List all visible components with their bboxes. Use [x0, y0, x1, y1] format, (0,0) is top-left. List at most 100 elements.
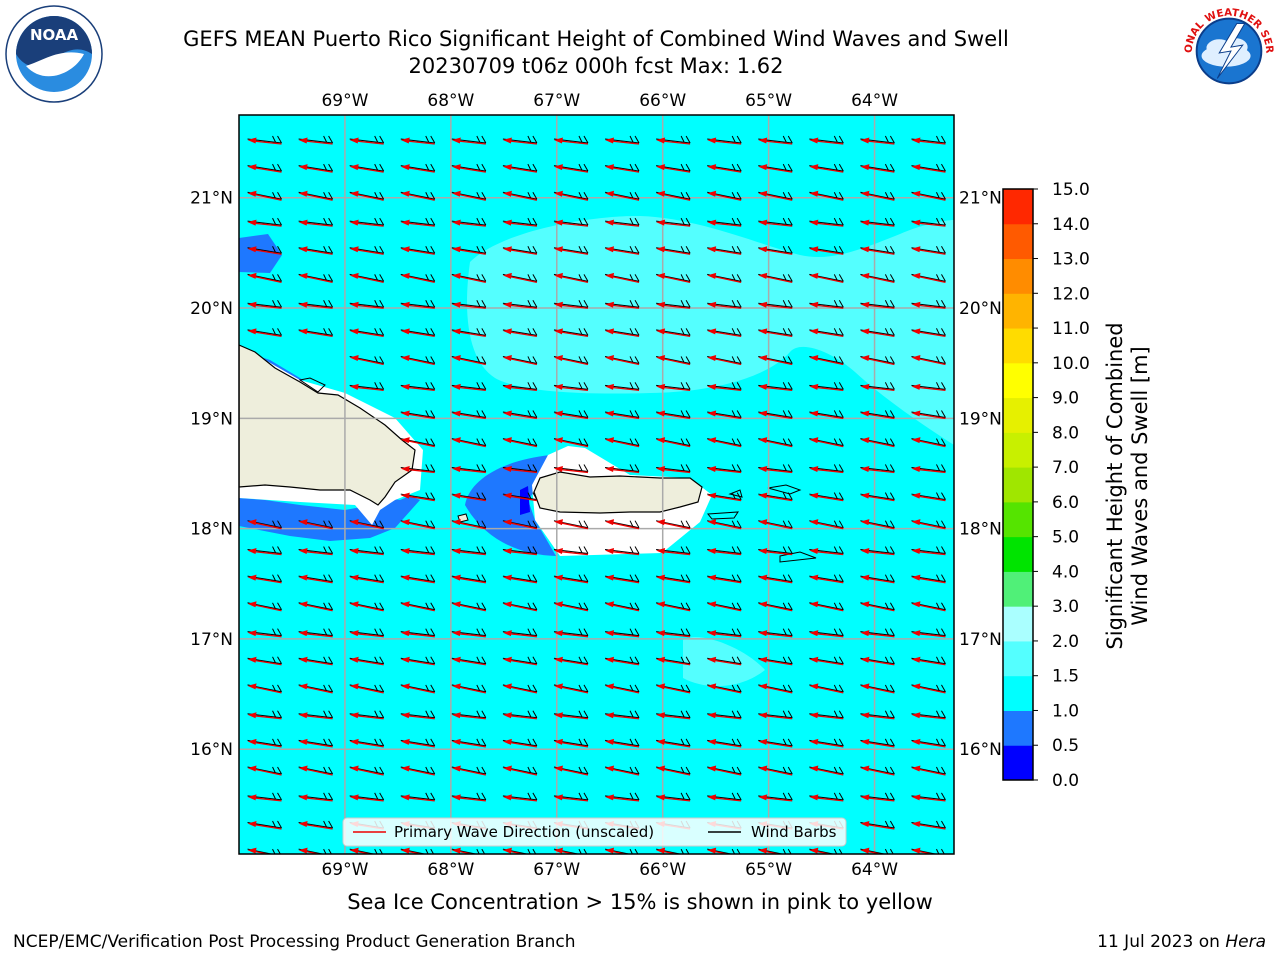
wave-direction-arrow [298, 683, 333, 694]
wave-direction-arrow [605, 656, 640, 666]
wave-direction-arrow [707, 410, 742, 420]
sea-ice-note: Sea Ice Concentration > 15% is shown in … [347, 890, 933, 914]
wave-direction-arrow [656, 301, 691, 309]
colorbar-segment [1003, 710, 1033, 746]
wave-direction-arrow [298, 164, 333, 173]
wave-direction-arrow [553, 683, 589, 694]
wave-direction-arrow [860, 410, 895, 420]
colorbar-segment [1003, 467, 1033, 503]
colorbar-tick-label: 14.0 [1052, 215, 1090, 235]
wave-direction-arrow [809, 246, 844, 255]
wave-direction-arrow [349, 574, 384, 584]
wave-direction-arrow [451, 219, 486, 227]
wave-direction-arrow [553, 246, 589, 255]
wave-direction-arrow [298, 548, 333, 556]
wave-direction-arrow [349, 656, 384, 666]
wave-direction-arrow [451, 574, 486, 584]
wave-direction-arrow [707, 354, 742, 366]
wave-direction-arrow [656, 519, 691, 530]
wave-direction-arrow [553, 847, 577, 854]
lon-label-top: 69°W [321, 91, 368, 111]
wave-direction-arrow [656, 548, 691, 556]
wave-direction-arrow [247, 656, 282, 666]
wave-direction-arrow [502, 246, 537, 255]
wave-direction-arrow [860, 272, 895, 283]
wave-direction-arrow [707, 383, 742, 391]
wave-direction-arrow [758, 656, 793, 666]
colorbar-tick-label: 4.0 [1052, 562, 1079, 582]
wave-direction-arrow [656, 354, 691, 366]
wave-direction-arrow [247, 794, 282, 802]
wave-direction-arrow [349, 601, 384, 612]
wave-direction-arrow [860, 656, 895, 666]
wave-direction-arrow [553, 738, 589, 748]
wave-direction-arrow [911, 519, 946, 530]
wave-direction-arrow [809, 137, 844, 145]
wave-direction-arrow [400, 137, 435, 145]
wave-direction-arrow [707, 190, 742, 201]
wave-direction-arrow [860, 465, 895, 474]
wave-direction-arrow [605, 765, 640, 776]
wave-direction-arrow [656, 683, 691, 694]
wave-direction-arrow [247, 137, 282, 145]
wave-direction-arrow [451, 383, 486, 391]
wave-direction-arrow [502, 190, 538, 201]
wave-direction-arrow [553, 137, 589, 145]
wave-direction-arrow [553, 712, 589, 720]
wave-direction-arrow [349, 328, 384, 337]
wave-direction-arrow [502, 272, 538, 283]
wave-direction-arrow [860, 137, 895, 145]
wave-direction-arrow [247, 272, 282, 283]
colorbar-segment [1003, 223, 1033, 260]
wave-direction-arrow [911, 190, 946, 201]
wave-direction-arrow [451, 794, 486, 802]
wave-direction-arrow [809, 601, 844, 612]
wave-direction-arrow [860, 574, 895, 584]
wave-direction-arrow [911, 765, 946, 776]
colorbar-tick-label: 11.0 [1052, 319, 1090, 339]
wave-direction-arrow [247, 519, 282, 530]
wave-direction-arrow [553, 190, 589, 201]
lat-label-left: 20°N [190, 299, 233, 319]
colorbar-segment [1003, 189, 1033, 225]
wave-direction-arrow [809, 574, 844, 584]
wave-direction-arrow [860, 246, 895, 255]
wave-direction-arrow [809, 190, 844, 201]
wave-direction-arrow [400, 738, 435, 748]
colorbar-tick-label: 3.0 [1052, 597, 1079, 617]
graticule [239, 115, 954, 854]
wave-direction-arrow [400, 765, 435, 776]
lon-label-bottom: 69°W [321, 860, 368, 880]
wave-direction-arrow [400, 465, 435, 474]
wave-direction-arrow [911, 410, 946, 420]
wave-direction-arrow [349, 246, 384, 255]
wave-direction-arrow [911, 847, 934, 854]
colorbar-tick-label: 7.0 [1052, 458, 1079, 478]
wave-direction-arrow [298, 190, 333, 201]
wave-direction-arrow [809, 410, 844, 420]
wave-direction-arrow [911, 548, 946, 556]
colorbar-tick-label: 5.0 [1052, 528, 1079, 548]
wave-direction-arrow [656, 437, 691, 448]
wave-height-0-0.5m-mona [520, 486, 530, 515]
wave-direction-arrow [656, 601, 691, 612]
wave-direction-arrow [553, 601, 589, 612]
wave-direction-arrow [400, 437, 435, 448]
colorbar-segment [1003, 362, 1033, 399]
wave-direction-arrow [349, 794, 384, 802]
wave-direction-arrow [605, 601, 640, 612]
wave-direction-arrow [247, 548, 282, 556]
wave-direction-arrow [553, 630, 589, 638]
wave-direction-arrow [247, 630, 282, 638]
wave-direction-arrow [707, 437, 742, 448]
wave-direction-arrow [656, 465, 691, 474]
lat-label-left: 18°N [190, 520, 233, 540]
wave-direction-arrow [911, 601, 946, 612]
wave-direction-arrow [911, 354, 946, 366]
wave-direction-arrow [860, 548, 895, 556]
colorbar-tick-label: 13.0 [1052, 250, 1090, 270]
vieques-island [707, 511, 739, 520]
wave-direction-arrow [656, 137, 691, 145]
wave-direction-arrow [451, 190, 486, 201]
wave-direction-arrow [809, 465, 844, 474]
